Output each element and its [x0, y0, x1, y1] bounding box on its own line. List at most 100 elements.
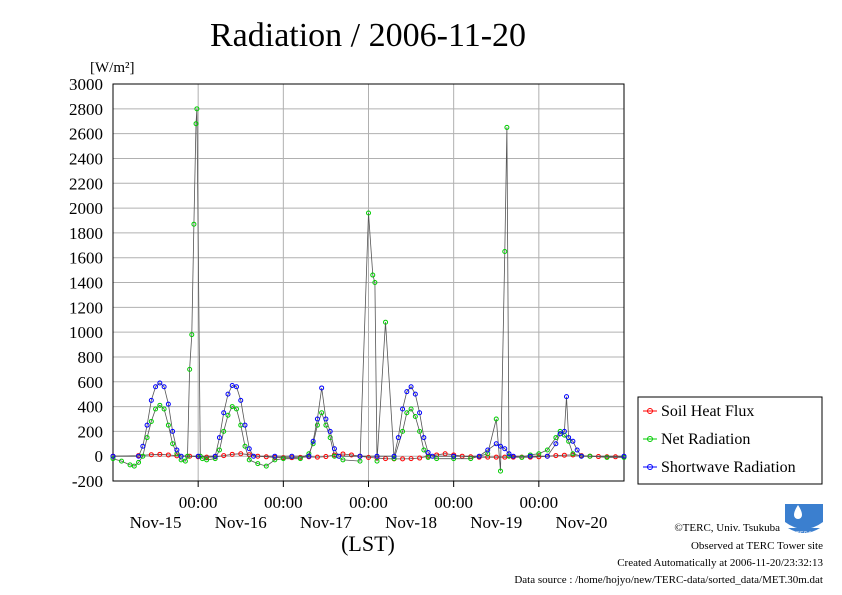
data-point: [323, 416, 329, 422]
data-point: [314, 454, 320, 460]
data-point: [400, 456, 406, 462]
y-unit-label: [W/m²]: [90, 60, 134, 76]
data-point: [366, 210, 371, 216]
y-tick-label: 2000: [69, 199, 103, 218]
x-axis-label: (LST): [341, 531, 395, 556]
data-point: [319, 385, 325, 391]
data-point: [421, 447, 427, 453]
data-point: [604, 454, 610, 460]
data-point: [153, 384, 159, 390]
y-tick-label: 3000: [69, 75, 103, 94]
series-net-radiation: [110, 106, 627, 474]
data-point: [110, 453, 116, 459]
data-point: [229, 451, 235, 457]
data-point: [527, 453, 533, 459]
logo-text: TERC: [796, 532, 813, 538]
data-point: [404, 410, 410, 416]
data-point: [170, 428, 176, 434]
data-point: [553, 453, 559, 459]
y-tick-label: 2200: [69, 174, 103, 193]
data-point: [519, 454, 525, 460]
data-point: [421, 435, 427, 441]
data-point: [246, 457, 252, 463]
y-tick-label: 1800: [69, 224, 103, 243]
x-time-label: 00:00: [179, 493, 218, 512]
legend-swatch-marker: [647, 436, 653, 442]
data-point: [110, 456, 116, 462]
y-tick-label: 600: [78, 373, 104, 392]
data-point: [442, 451, 448, 457]
credit-source: Data source : /home/hojyo/new/TERC-data/…: [514, 574, 823, 586]
legend-label: Net Radiation: [661, 431, 750, 448]
data-point: [493, 441, 499, 447]
data-point: [233, 384, 239, 390]
data-point: [357, 458, 363, 464]
data-point: [417, 410, 423, 416]
data-point: [336, 453, 342, 459]
y-tick-label: 2800: [69, 100, 103, 119]
data-point: [289, 453, 295, 459]
data-point: [189, 332, 195, 338]
data-point: [221, 428, 227, 434]
x-time-label: 00:00: [434, 493, 473, 512]
data-point: [372, 280, 378, 285]
data-point: [425, 454, 431, 460]
legend-swatch-marker: [647, 408, 653, 414]
data-point: [621, 453, 627, 459]
data-point: [408, 384, 414, 390]
data-point: [544, 447, 550, 453]
data-point: [417, 428, 423, 434]
data-point: [136, 453, 142, 459]
legend-swatch-marker: [647, 464, 653, 470]
data-point: [170, 441, 176, 447]
legend: Soil Heat Flux Net Radiation Shortwave Rad…: [637, 396, 823, 485]
data-point: [148, 418, 154, 424]
data-point: [451, 453, 457, 459]
data-point: [225, 412, 231, 418]
data-point: [502, 248, 508, 254]
data-point: [493, 416, 499, 422]
data-point: [225, 391, 231, 397]
data-point: [178, 453, 184, 459]
data-point: [187, 366, 193, 372]
data-point: [383, 319, 389, 325]
credit-site: Observed at TERC Tower site: [691, 540, 823, 552]
x-time-label: 00:00: [519, 493, 558, 512]
data-point: [451, 456, 457, 462]
data-point: [216, 435, 222, 441]
data-point: [536, 451, 542, 457]
data-point: [119, 458, 125, 464]
series-shortwave-radiation: [110, 380, 627, 459]
data-point: [204, 454, 210, 460]
data-point: [131, 463, 137, 469]
data-point: [221, 410, 227, 416]
data-point: [310, 438, 316, 444]
data-point: [136, 459, 142, 465]
data-point: [498, 443, 504, 449]
data-point: [570, 451, 576, 457]
data-point: [493, 454, 499, 460]
x-date-labels: Nov-15 Nov-16 Nov-17 Nov-18 Nov-19 Nov-20: [130, 513, 608, 532]
terc-logo: TERC: [785, 504, 823, 538]
data-point: [314, 416, 320, 422]
data-point: [400, 428, 406, 434]
data-point: [557, 431, 563, 437]
data-point: [374, 458, 380, 464]
data-point: [434, 456, 440, 462]
data-point: [404, 389, 410, 395]
data-point: [485, 447, 491, 453]
x-date-label: Nov-17: [300, 513, 352, 532]
y-tick-label: 1400: [69, 274, 103, 293]
y-tick-label: 1600: [69, 249, 103, 268]
x-date-label: Nov-15: [130, 513, 182, 532]
data-point: [429, 453, 435, 459]
data-point: [400, 406, 406, 412]
data-point: [348, 452, 354, 458]
data-point: [502, 446, 508, 452]
data-point: [331, 446, 337, 452]
series-layer: [110, 106, 627, 474]
data-point: [263, 454, 269, 460]
data-point: [561, 428, 567, 434]
x-date-label: Nov-19: [470, 513, 522, 532]
